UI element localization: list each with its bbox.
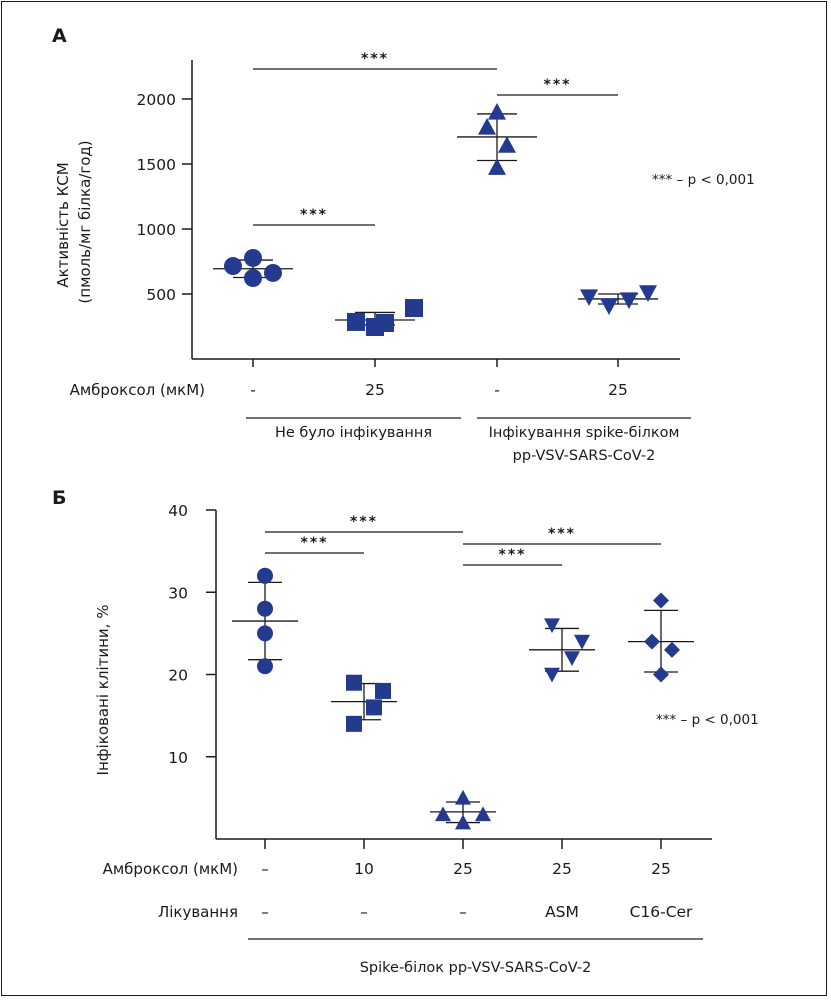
data-point-triangle-up [488,158,506,175]
data-point-triangle-down [564,651,580,667]
group-label: pp-VSV-SARS-CoV-2 [513,448,656,464]
data-point-square [366,699,382,716]
group-labels-a: Не було інфікування Інфікування spike-біл… [246,417,691,464]
x-row-labels-b: Амброксол (мкМ) – 10 25 25 25 Лікування – – – ASM C… [103,860,693,921]
significance-bars-a: *** *** *** [253,51,618,226]
data-points-a [224,103,657,337]
data-point-square [346,715,362,732]
row-label-value: - [250,381,256,399]
y-tick-label: 1000 [137,221,176,239]
data-point-circle [257,567,273,584]
row-label-value: - [494,381,500,399]
data-point-diamond [644,633,660,650]
data-point-circle [244,248,262,267]
data-point-triangle-down [620,292,638,309]
row-label-value: 25 [365,381,385,399]
data-points-b [257,567,680,830]
data-point-circle [224,257,242,276]
row-label-value: – [261,860,269,878]
data-point-triangle-up [435,806,451,822]
row-label-value: – [360,903,368,921]
y-tick-label: 20 [168,667,188,685]
data-point-circle [264,263,282,282]
y-tick-label: 10 [168,749,188,767]
data-point-triangle-down [600,298,618,315]
data-point-diamond [653,592,669,609]
row-label-value: – [261,903,269,921]
row-label-value: 25 [651,860,671,878]
row-label-title: Амброксол (мкМ) [103,860,238,878]
row-label-value: – [459,903,467,921]
data-point-triangle-down [544,618,560,634]
y-axis-label-b: Інфіковані клітини, % [94,605,112,776]
row-label-title: Амброксол (мкМ) [70,381,205,399]
row-label-value: 25 [608,381,628,399]
significance-stars: *** [350,514,378,530]
data-point-triangle-down [580,289,598,306]
row-label-value: C16-Cer [630,903,693,921]
axes-a [191,60,680,367]
y-axis-label-a: Активність КСМ (пмоль/мг білка/год) [54,140,94,303]
row-label-value: ASM [545,903,579,921]
data-point-square [405,299,423,318]
data-point-square [375,682,391,699]
y-tick-label: 30 [168,584,188,602]
y-tick-label: 40 [168,502,188,520]
data-point-triangle-down [639,285,657,302]
data-point-diamond [664,641,680,658]
data-point-triangle-up [455,814,471,830]
error-bars-b [232,581,694,824]
significance-stars: *** [300,207,328,223]
data-point-triangle-up [478,117,496,135]
y-tick-label: 1500 [137,156,176,174]
data-point-diamond [653,666,669,683]
row-label-value: 25 [453,860,473,878]
data-point-circle [257,600,273,617]
significance-stars: *** [361,51,389,67]
significance-note-a: *** – p < 0,001 [652,172,755,188]
data-point-triangle-up [475,806,491,822]
data-point-triangle-up [455,789,471,805]
y-tick-label: 2000 [137,91,176,109]
significance-stars: *** [301,535,329,551]
data-point-circle [244,269,262,288]
group-label: Spike-білок pp-VSV-SARS-CoV-2 [360,960,592,976]
panel-label-b: Б [52,487,66,509]
data-point-circle [257,658,273,675]
group-labels-b: Spike-білок pp-VSV-SARS-CoV-2 [248,938,703,976]
y-tick-label: 500 [146,286,176,304]
y-axis-label-a-line2: (пмоль/мг білка/год) [76,140,94,303]
significance-stars: *** [548,526,576,542]
panel-a: A Активність КСМ (пмоль/мг білка/год) 50… [52,25,755,464]
significance-stars: *** [544,77,572,93]
y-axis-label-a-line1: Активність КСМ [54,162,72,287]
data-point-triangle-down [544,667,560,683]
data-point-circle [257,625,273,642]
group-label: Не було інфікування [275,425,432,441]
row-label-value: 25 [552,860,572,878]
data-point-triangle-up [498,136,516,153]
data-point-square [346,674,362,691]
data-point-triangle-down [574,634,590,650]
row-label-title: Лікування [158,903,238,921]
significance-stars: *** [499,547,527,563]
group-label: Інфікування spike-білком [489,425,680,441]
data-point-square [347,312,365,331]
y-ticks-b: 10 20 30 40 [168,502,216,767]
data-point-square [376,313,394,332]
significance-bars-b: *** *** *** *** [265,514,661,566]
x-row-labels-a: Амброксол (мкМ) - 25 - 25 [70,381,628,399]
row-label-value: 10 [354,860,374,878]
data-point-triangle-up [488,103,506,120]
panel-label-a: A [52,25,67,47]
significance-note-b: *** – p < 0,001 [656,712,759,728]
y-ticks-a: 500 1000 1500 2000 [137,91,192,304]
